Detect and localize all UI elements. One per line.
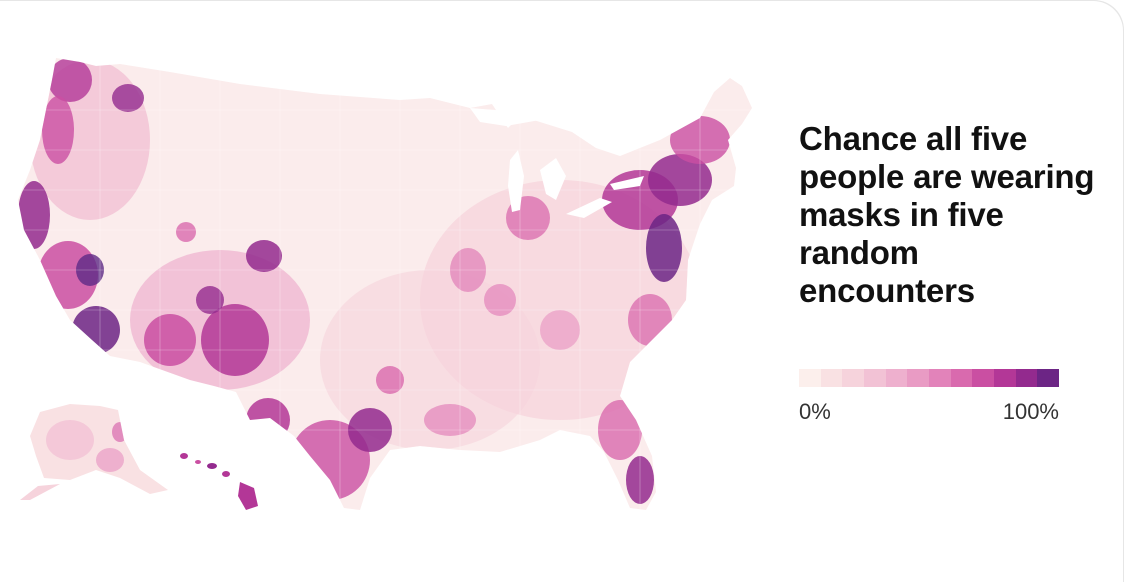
- legend-min-label: 0%: [799, 399, 831, 424]
- legend-swatch: [972, 369, 995, 387]
- color-scale-legend: 0% 100%: [799, 369, 1060, 429]
- legend-swatch: [885, 369, 908, 387]
- legend-swatch: [907, 369, 930, 387]
- legend-swatch: [994, 369, 1016, 387]
- legend-swatch: [1015, 369, 1038, 387]
- legend-swatch: [842, 369, 865, 387]
- legend-swatch: [820, 369, 843, 387]
- legend-max-label: 100%: [1002, 399, 1059, 424]
- legend-swatch: [1037, 369, 1060, 387]
- hawaii-region: [180, 453, 258, 510]
- legend-labels: 0% 100%: [799, 399, 1059, 429]
- legend-gradient-bar: [799, 369, 1060, 387]
- legend-swatch: [929, 369, 951, 387]
- contiguous-us-region: [18, 58, 752, 510]
- map-title: Chance all five people are wearing masks…: [799, 120, 1095, 309]
- map-svg: [18, 58, 752, 510]
- legend-swatch: [799, 369, 821, 387]
- us-choropleth-map: [18, 58, 752, 510]
- legend-swatch: [950, 369, 973, 387]
- legend-swatch: [864, 369, 886, 387]
- alaska-region: [20, 404, 168, 500]
- great-lakes: [470, 108, 644, 218]
